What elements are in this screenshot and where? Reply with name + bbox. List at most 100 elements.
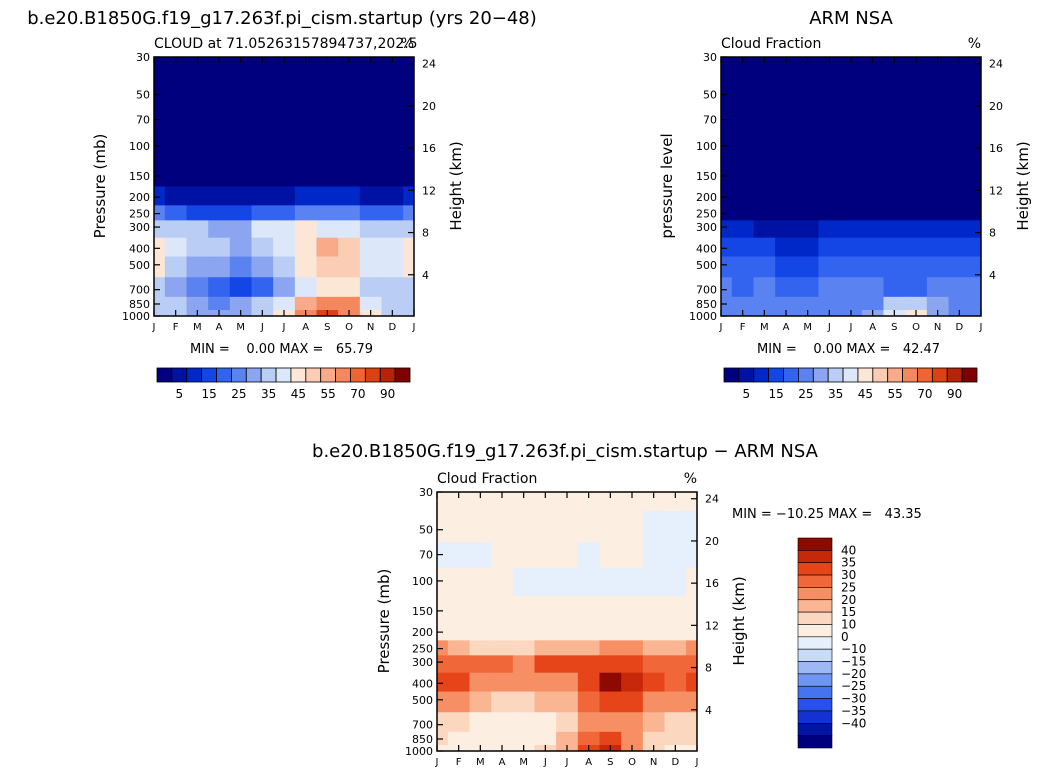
- colorbar-swatch: [245, 367, 262, 383]
- heatmap-cell: [208, 132, 231, 162]
- panel-obs-ylabel-right: Height (km): [1014, 141, 1032, 230]
- heatmap-cell: [512, 640, 535, 656]
- colorbar-label: 0: [841, 630, 849, 644]
- heatmap-cell: [512, 691, 535, 713]
- colorbar-swatch: [753, 367, 770, 383]
- colorbar-swatch: [156, 367, 173, 383]
- heatmap-cell: [447, 672, 470, 692]
- y-tick-label: 300: [412, 656, 433, 669]
- heatmap-cell: [905, 132, 928, 162]
- colorbar-label: −30: [841, 692, 866, 706]
- x-tick-label: D: [671, 757, 679, 768]
- x-tick-label: M: [760, 322, 769, 333]
- heatmap-cell: [883, 205, 906, 221]
- colorbar-label: −10: [841, 642, 866, 656]
- heatmap-cell: [403, 277, 415, 298]
- colorbar-label: −20: [841, 667, 866, 681]
- heatmap-cell: [208, 220, 231, 239]
- y-tick-right-label: 16: [422, 142, 436, 155]
- y-tick-label: 200: [412, 626, 433, 639]
- heatmap-cell: [556, 712, 579, 733]
- heatmap-cell: [294, 75, 317, 108]
- heatmap-cell: [840, 277, 863, 298]
- heatmap-cell: [599, 542, 622, 569]
- heatmap-cell: [491, 731, 514, 746]
- heatmap-cell: [970, 75, 982, 108]
- heatmap-cell: [381, 186, 404, 206]
- heatmap-cell: [556, 640, 579, 656]
- heatmap-cell: [273, 220, 296, 239]
- heatmap-cell: [905, 237, 928, 257]
- heatmap-cell: [753, 160, 776, 187]
- heatmap-cell: [403, 205, 415, 221]
- panel-model-subtitle-left: CLOUD at 71.05263157894737,202.5: [154, 36, 418, 52]
- heatmap-cell: [403, 220, 415, 239]
- heatmap-cell: [556, 595, 579, 622]
- heatmap-cell: [664, 621, 687, 641]
- colorbar-swatch: [364, 367, 381, 383]
- colorbar-swatch: [216, 367, 232, 383]
- heatmap-cell: [447, 712, 470, 733]
- colorbar-swatch: [797, 574, 833, 588]
- heatmap-cell: [512, 492, 535, 512]
- heatmap-cell: [686, 510, 698, 543]
- heatmap-cell: [469, 691, 492, 713]
- colorbar-label: −35: [841, 704, 866, 718]
- heatmap-cell: [775, 296, 798, 311]
- heatmap-cell: [208, 277, 231, 298]
- heatmap-cell: [686, 640, 698, 656]
- heatmap-cell: [926, 256, 949, 278]
- heatmap-cell: [359, 205, 382, 221]
- heatmap-cell: [437, 510, 449, 543]
- heatmap-cell: [512, 510, 535, 543]
- heatmap-cell: [512, 672, 535, 692]
- heatmap-cell: [403, 256, 415, 278]
- heatmap-cell: [447, 640, 470, 656]
- panel-model-ylabel: Pressure (mb): [91, 134, 109, 239]
- colorbar-swatch: [171, 367, 188, 383]
- heatmap-cell: [948, 205, 971, 221]
- colorbar-swatch: [842, 367, 859, 383]
- x-tick-label: O: [912, 322, 920, 333]
- heatmap-cell: [905, 256, 928, 278]
- heatmap-cell: [970, 277, 982, 298]
- heatmap-cell: [316, 256, 339, 278]
- panel-diff-subtitle-right: %: [684, 471, 697, 487]
- heatmap-cell: [294, 107, 317, 134]
- heatmap-cell: [469, 672, 492, 692]
- heatmap-cell: [251, 107, 274, 134]
- colorbar-swatch: [797, 624, 833, 638]
- heatmap-cell: [686, 731, 698, 746]
- heatmap-cell: [926, 186, 949, 206]
- heatmap-cell: [316, 107, 339, 134]
- heatmap-cell: [534, 595, 557, 622]
- y-tick-right-label: 8: [989, 227, 996, 240]
- colorbar-swatch: [917, 367, 933, 383]
- colorbar-swatch: [260, 367, 277, 383]
- panel-obs: ARM NSA Cloud Fraction % J F M A M J J A S O N D J 30…: [658, 8, 1032, 401]
- heatmap-cell: [447, 655, 470, 674]
- x-tick-label: S: [607, 757, 613, 768]
- y-tick-right-label: 4: [989, 269, 996, 282]
- y-tick-label: 400: [696, 242, 717, 255]
- heatmap-cell: [469, 640, 492, 656]
- x-tick-label: F: [740, 322, 746, 333]
- heatmap-cell: [883, 277, 906, 298]
- heatmap-cell: [338, 75, 361, 108]
- heatmap-cell: [512, 731, 535, 746]
- heatmap-cell: [970, 160, 982, 187]
- heatmap-cell: [403, 132, 415, 162]
- x-tick-label: J: [849, 322, 853, 333]
- heatmap-cell: [164, 296, 187, 311]
- heatmap-cell: [883, 75, 906, 108]
- heatmap-cell: [948, 107, 971, 134]
- heatmap-cell: [970, 107, 982, 134]
- heatmap-cell: [469, 542, 492, 569]
- heatmap-cell: [731, 296, 754, 311]
- y-tick-right-label: 12: [705, 619, 719, 632]
- heatmap-cell: [469, 731, 492, 746]
- y-tick-right-label: 4: [705, 704, 712, 717]
- heatmap-cell: [556, 621, 579, 641]
- heatmap-cell: [686, 621, 698, 641]
- y-tick-label: 50: [703, 89, 717, 102]
